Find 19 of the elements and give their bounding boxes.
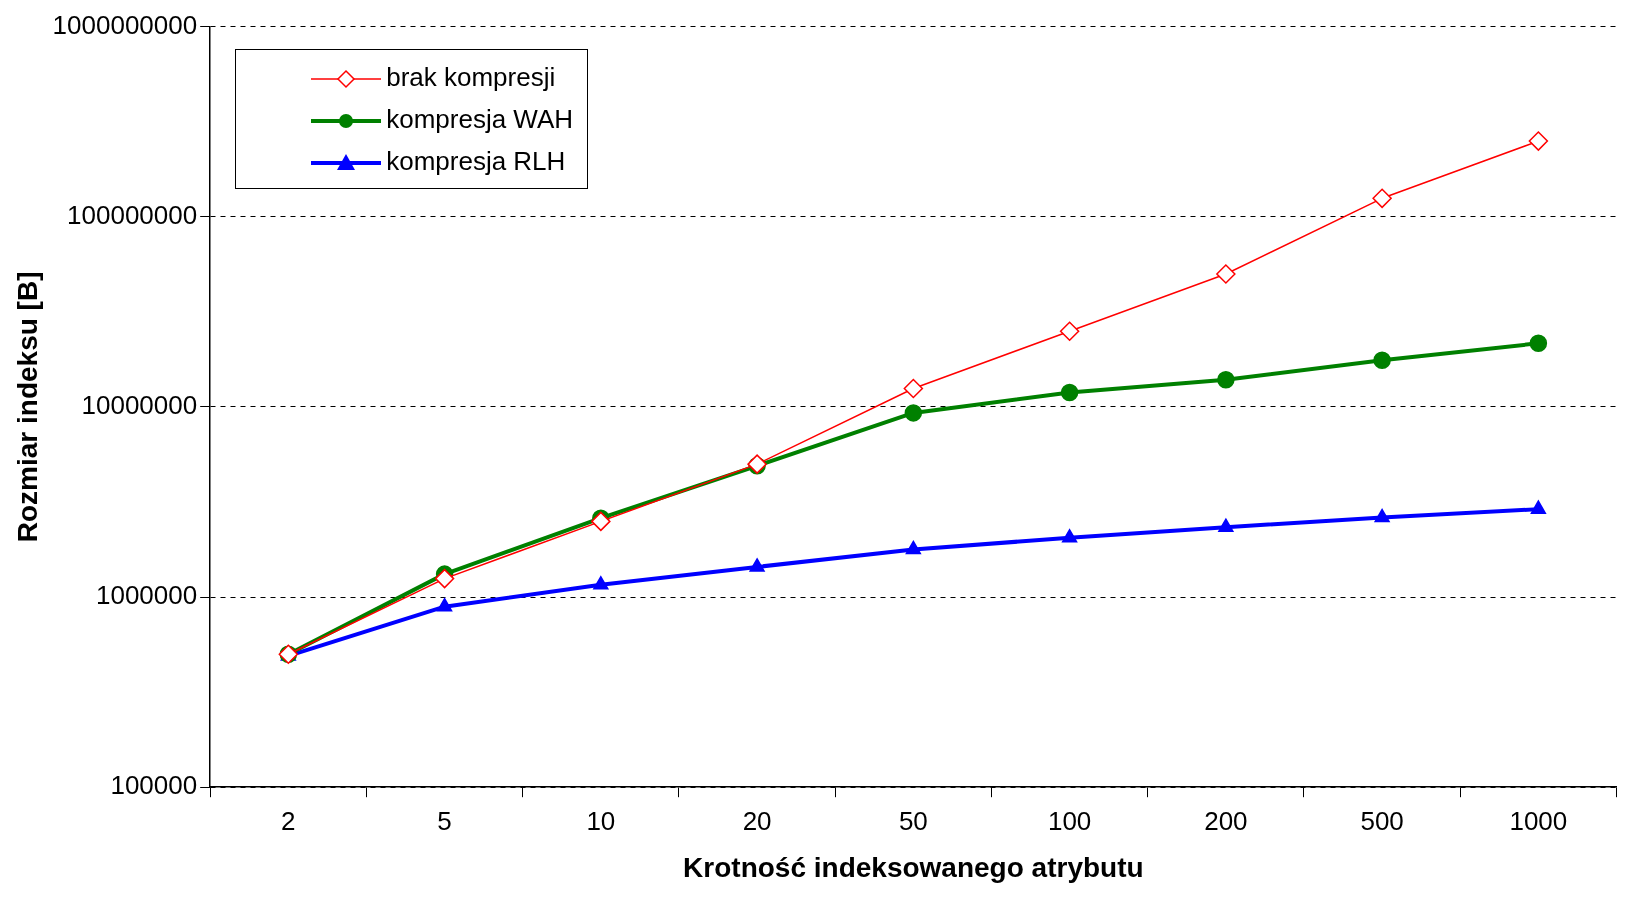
x-tick-label: 2 — [281, 805, 296, 836]
y-tick-label: 100000000 — [67, 199, 198, 230]
y-tick-label: 100000 — [110, 770, 198, 801]
x-tick-label: 20 — [742, 805, 772, 836]
x-axis-title: Krotność indeksowanego atrybutu — [683, 851, 1144, 883]
x-tick-label: 5 — [437, 805, 452, 836]
x-tick-label: 100 — [1047, 805, 1092, 836]
x-tick-label: 1000 — [1509, 805, 1568, 836]
x-tick-label: 200 — [1204, 805, 1248, 836]
x-tick-label: 500 — [1360, 805, 1404, 836]
y-axis-title: Rozmiar indeksu [B] — [11, 271, 43, 543]
legend-label: kompresja WAH — [386, 103, 574, 134]
x-tick-label: 10 — [586, 805, 616, 836]
y-tick-label: 1000000000 — [52, 9, 198, 40]
y-tick-label: 1000000 — [95, 580, 198, 611]
legend-label: kompresja RLH — [386, 145, 566, 176]
legend-label: brak kompresji — [386, 61, 556, 92]
x-tick-label: 50 — [898, 805, 928, 836]
y-tick-label: 10000000 — [81, 390, 198, 421]
